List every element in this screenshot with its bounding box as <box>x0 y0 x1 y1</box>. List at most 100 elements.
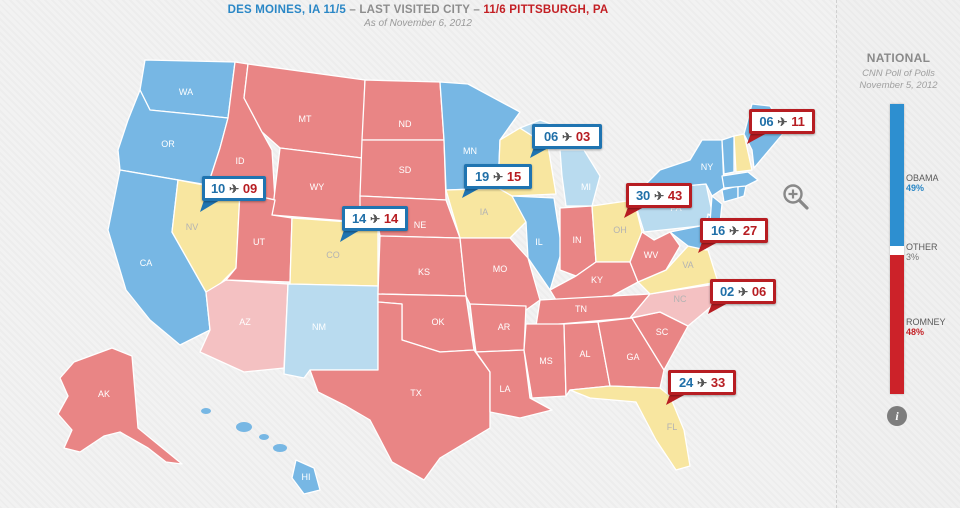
state-ms[interactable] <box>523 323 567 399</box>
obama-visits: 02 <box>720 284 735 299</box>
state-vt[interactable] <box>721 135 735 175</box>
plane-icon: ✈ <box>493 169 503 184</box>
romney-bar-segment <box>890 255 904 394</box>
callout-new-hampshire[interactable]: 06 ✈ 11 <box>749 109 815 134</box>
state-ga[interactable] <box>597 317 665 389</box>
state-wv[interactable] <box>629 231 681 283</box>
poll-name: CNN Poll of Polls <box>862 68 935 79</box>
romney-visits: 43 <box>667 188 682 203</box>
state-ks[interactable] <box>377 235 467 297</box>
label-or: OR <box>161 139 175 149</box>
label-hi: HI <box>302 472 311 482</box>
label-mi: MI <box>581 182 591 192</box>
label-wa: WA <box>179 87 193 97</box>
obama-visits: 06 <box>759 114 774 129</box>
label-id: ID <box>236 156 246 166</box>
plane-icon: ✈ <box>697 375 707 390</box>
romney-visits: 06 <box>751 284 766 299</box>
label-ky: KY <box>591 275 603 285</box>
state-nm[interactable] <box>283 283 379 379</box>
label-nc: NC <box>674 294 687 304</box>
romney-visits: 27 <box>742 223 757 238</box>
state-mi[interactable] <box>559 149 601 207</box>
label-in: IN <box>573 235 582 245</box>
state-ma[interactable] <box>721 171 759 189</box>
romney-visits: 15 <box>506 169 521 184</box>
plane-icon: ✈ <box>654 188 664 203</box>
label-ks: KS <box>418 267 430 277</box>
label-nd: ND <box>399 119 412 129</box>
romney-visits: 14 <box>383 211 398 226</box>
obama-visits: 14 <box>352 211 367 226</box>
callout-north-carolina[interactable]: 02 ✈ 06 <box>710 279 776 304</box>
label-mt: MT <box>299 114 312 124</box>
other-pct: 3% <box>906 252 920 262</box>
label-fl: FL <box>667 422 678 432</box>
label-wv: WV <box>644 250 659 260</box>
label-sc: SC <box>656 327 669 337</box>
label-mo: MO <box>493 264 508 274</box>
label-ia: IA <box>480 207 489 217</box>
label-il: IL <box>535 237 543 247</box>
plane-icon: ✈ <box>370 211 380 226</box>
label-ga: GA <box>626 352 639 362</box>
obama-visits: 19 <box>475 169 490 184</box>
callout-colorado[interactable]: 14 ✈ 14 <box>342 206 408 231</box>
poll-date: November 5, 2012 <box>859 80 938 91</box>
right-city[interactable]: 11/6 PITTSBURGH, PA <box>483 4 609 16</box>
callout-nevada[interactable]: 10 ✈ 09 <box>202 176 266 201</box>
label-va: VA <box>682 260 693 270</box>
label-ms: MS <box>539 356 553 366</box>
label-la: LA <box>499 384 510 394</box>
label-pa: PA <box>670 203 681 213</box>
callout-florida[interactable]: 24 ✈ 33 <box>668 370 736 395</box>
label-co: CO <box>326 250 340 260</box>
other-legend: OTHER 3% <box>906 242 938 262</box>
label-al: AL <box>579 349 590 359</box>
info-icon[interactable]: i <box>887 406 907 426</box>
plane-icon: ✈ <box>729 223 739 238</box>
left-city[interactable]: DES MOINES, IA 11/5 <box>227 4 347 16</box>
obama-visits: 30 <box>636 188 651 203</box>
label-nm: NM <box>312 322 326 332</box>
separator-right: – <box>469 4 484 16</box>
callout-pointers <box>200 133 767 405</box>
state-nd[interactable] <box>361 79 445 141</box>
plane-icon: ✈ <box>562 129 572 144</box>
zoom-in-icon[interactable] <box>782 183 810 211</box>
label-ak: AK <box>98 389 110 399</box>
state-mo[interactable] <box>459 237 541 311</box>
label-tn: TN <box>575 304 587 314</box>
callout-virginia[interactable]: 16 ✈ 27 <box>700 218 768 243</box>
state-hi[interactable] <box>291 459 321 495</box>
romney-visits: 09 <box>242 181 257 196</box>
separator-left: – <box>346 4 360 16</box>
label-az: AZ <box>239 317 251 327</box>
state-ri[interactable] <box>737 185 747 199</box>
plane-icon: ✈ <box>777 114 788 129</box>
label-ut: UT <box>253 237 265 247</box>
romney-label: ROMNEY <box>906 317 946 327</box>
state-nh[interactable] <box>733 133 753 173</box>
label-ca: CA <box>140 258 153 268</box>
callout-ohio[interactable]: 30 ✈ 43 <box>626 183 692 208</box>
callout-iowa[interactable]: 19 ✈ 15 <box>464 164 532 189</box>
state-ak[interactable] <box>57 347 183 465</box>
header: DES MOINES, IA 11/5 – LAST VISITED CITY … <box>0 4 836 29</box>
state-fl[interactable] <box>569 385 691 471</box>
national-poll-bar <box>890 104 904 394</box>
last-visited-label: LAST VISITED CITY <box>359 4 470 16</box>
label-ny: NY <box>701 162 714 172</box>
label-oh: OH <box>613 225 627 235</box>
other-label: OTHER <box>906 242 938 252</box>
state-tx[interactable] <box>309 301 491 481</box>
label-mn: MN <box>463 146 477 156</box>
obama-visits: 16 <box>711 223 726 238</box>
as-of-date: As of November 6, 2012 <box>364 18 472 29</box>
label-ne: NE <box>414 220 427 230</box>
label-ok: OK <box>431 317 444 327</box>
label-sd: SD <box>399 165 412 175</box>
romney-visits: 33 <box>710 375 725 390</box>
romney-visits: 03 <box>575 129 590 144</box>
callout-wisconsin[interactable]: 06 ✈ 03 <box>532 124 602 149</box>
